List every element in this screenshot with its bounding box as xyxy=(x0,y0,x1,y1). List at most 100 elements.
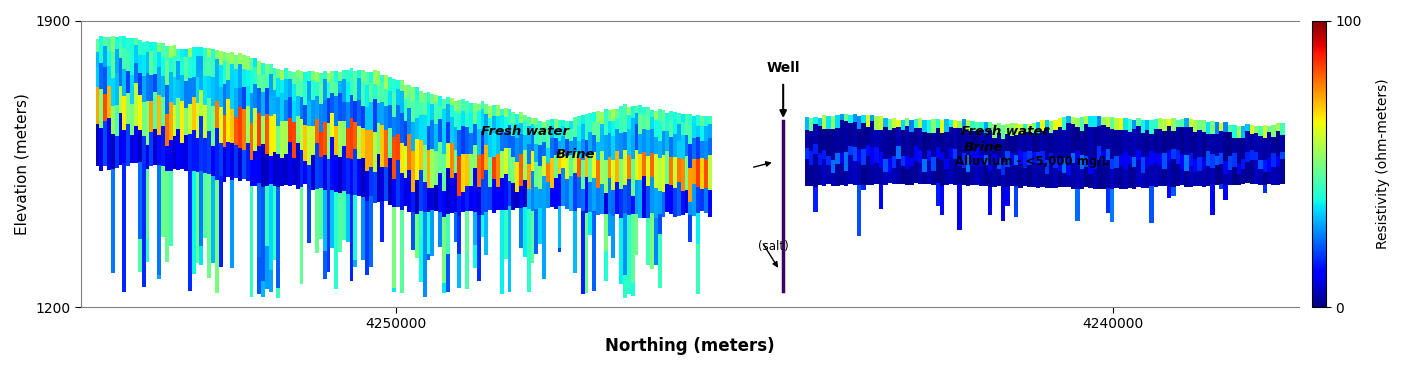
Bar xyxy=(334,82,338,96)
Bar xyxy=(434,95,438,104)
Bar xyxy=(623,212,627,275)
Bar xyxy=(1019,164,1023,188)
Bar xyxy=(1141,173,1146,188)
Bar xyxy=(681,159,685,191)
Bar xyxy=(316,72,318,82)
Bar xyxy=(627,115,631,129)
Bar xyxy=(485,145,489,170)
Bar xyxy=(380,83,385,102)
Bar xyxy=(158,53,161,67)
Bar xyxy=(127,38,130,53)
Bar xyxy=(1158,154,1162,166)
Bar xyxy=(840,153,844,164)
Bar xyxy=(330,71,334,78)
Bar xyxy=(134,37,138,45)
Bar xyxy=(127,53,130,71)
Bar xyxy=(200,56,203,70)
Bar xyxy=(931,133,936,157)
Bar xyxy=(445,122,449,144)
Bar xyxy=(327,190,330,272)
Bar xyxy=(403,146,407,178)
Bar xyxy=(311,127,316,155)
Bar xyxy=(176,50,180,61)
Bar xyxy=(638,154,643,180)
Bar xyxy=(992,124,996,138)
Bar xyxy=(1167,120,1171,126)
Bar xyxy=(900,156,905,166)
Bar xyxy=(280,158,285,185)
Bar xyxy=(534,144,538,162)
Bar xyxy=(138,73,142,95)
Bar xyxy=(1171,149,1175,159)
Bar xyxy=(1027,132,1031,151)
Bar xyxy=(165,61,169,85)
Bar xyxy=(338,93,342,121)
Bar xyxy=(1158,166,1162,186)
Bar xyxy=(669,111,674,121)
Bar xyxy=(1162,119,1167,131)
Bar xyxy=(616,108,619,118)
Bar xyxy=(689,144,692,168)
Bar xyxy=(821,115,827,129)
Bar xyxy=(1277,166,1281,185)
Bar xyxy=(585,213,589,293)
Bar xyxy=(607,157,612,178)
Bar xyxy=(558,121,561,128)
Bar xyxy=(875,147,879,163)
Bar xyxy=(550,138,554,158)
Bar xyxy=(323,122,327,155)
Bar xyxy=(161,76,165,97)
Bar xyxy=(871,165,875,185)
Bar xyxy=(627,155,631,179)
Bar xyxy=(592,178,596,211)
Bar xyxy=(962,131,967,153)
Bar xyxy=(100,128,103,171)
Bar xyxy=(643,129,647,152)
Bar xyxy=(813,187,817,212)
Bar xyxy=(269,95,273,116)
Bar xyxy=(1067,116,1071,123)
Bar xyxy=(218,107,223,143)
Bar xyxy=(589,113,592,121)
Bar xyxy=(242,69,245,87)
Bar xyxy=(1179,127,1184,154)
Bar xyxy=(1058,127,1062,157)
Bar xyxy=(957,157,962,166)
Bar xyxy=(385,89,387,106)
Bar xyxy=(1000,175,1006,187)
Bar xyxy=(473,103,476,111)
Bar xyxy=(130,75,134,104)
Bar xyxy=(1215,165,1219,185)
Bar xyxy=(523,135,527,150)
Bar xyxy=(154,42,158,50)
Bar xyxy=(469,154,473,186)
Bar xyxy=(200,70,203,90)
Bar xyxy=(692,116,696,123)
Bar xyxy=(280,80,285,92)
Bar xyxy=(542,121,547,127)
Bar xyxy=(1088,127,1092,158)
Bar xyxy=(596,188,600,215)
Bar xyxy=(327,124,330,158)
Bar xyxy=(492,105,496,116)
Bar xyxy=(511,123,516,136)
Bar xyxy=(914,119,919,128)
Bar xyxy=(273,90,276,114)
Bar xyxy=(809,151,813,165)
Text: Brine: Brine xyxy=(555,148,595,161)
Bar xyxy=(218,87,223,107)
Bar xyxy=(145,73,149,101)
Bar xyxy=(1040,164,1044,188)
Bar xyxy=(519,186,523,208)
Bar xyxy=(1131,157,1136,167)
Bar xyxy=(1250,125,1254,134)
Bar xyxy=(676,141,681,158)
Bar xyxy=(1048,165,1054,188)
Bar xyxy=(376,154,380,202)
Bar xyxy=(165,85,169,114)
Bar xyxy=(619,114,623,134)
Bar xyxy=(1106,117,1110,127)
Bar xyxy=(569,121,573,129)
Bar xyxy=(207,75,211,98)
Bar xyxy=(427,102,431,126)
